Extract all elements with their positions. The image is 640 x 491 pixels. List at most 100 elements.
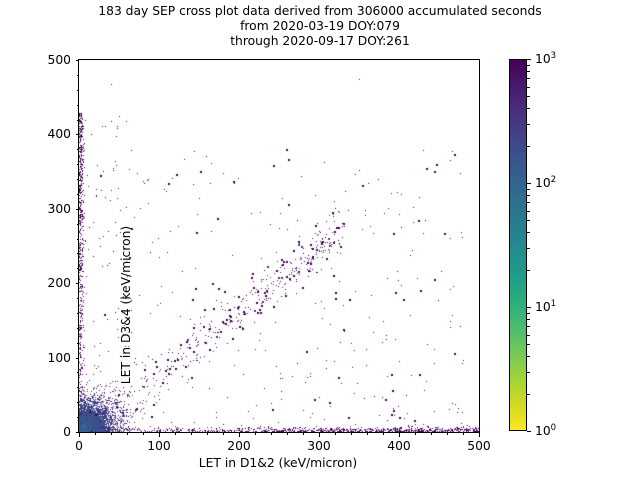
x-tick-0 — [79, 433, 80, 437]
y-minor-tick — [77, 164, 79, 166]
y-minor-tick — [77, 342, 79, 344]
colorbar-tick-label-1e0: 100 — [535, 422, 557, 438]
x-minor-tick — [463, 433, 464, 435]
colorbar-minor-tick — [527, 344, 530, 346]
y-tick-300 — [75, 208, 79, 210]
x-tick-label-0: 0 — [75, 439, 83, 453]
colorbar-minor-tick — [527, 96, 530, 98]
colorbar-tick-1e2 — [527, 183, 531, 184]
y-minor-tick — [77, 238, 79, 240]
colorbar-minor-tick — [527, 356, 530, 358]
y-minor-tick — [77, 149, 79, 151]
colorbar-minor-tick — [527, 371, 530, 373]
y-tick-500 — [75, 60, 79, 61]
colorbar: 100 101 102 103 — [509, 52, 556, 438]
x-tick-label-400: 400 — [387, 439, 411, 453]
colorbar-minor-tick — [527, 188, 530, 190]
x-minor-tick — [287, 433, 288, 435]
figure-title: 183 day SEP cross plot data derived from… — [0, 4, 640, 49]
colorbar-minor-tick — [527, 86, 530, 88]
colorbar-minor-tick — [527, 108, 530, 110]
y-minor-tick — [77, 312, 79, 314]
title-line-2: from 2020-03-19 DOY:079 — [240, 19, 400, 33]
x-minor-tick — [127, 433, 128, 435]
y-tick-label-300: 300 — [47, 201, 71, 216]
colorbar-minor-tick — [527, 123, 530, 125]
colorbar-minor-tick — [527, 393, 530, 395]
x-axis-label: LET in D1&2 (keV/micron) — [198, 456, 358, 470]
x-minor-tick — [207, 433, 208, 435]
x-minor-tick — [111, 433, 112, 435]
colorbar-tick-label-1e3: 103 — [535, 50, 557, 66]
colorbar-minor-tick — [527, 334, 530, 336]
y-minor-tick — [77, 119, 79, 121]
x-tick-label-200: 200 — [227, 439, 251, 453]
x-minor-tick — [447, 433, 448, 435]
y-tick-label-100: 100 — [47, 350, 71, 365]
x-minor-tick — [415, 433, 416, 435]
y-minor-tick — [77, 104, 79, 106]
y-minor-tick — [77, 253, 79, 255]
x-tick-label-500: 500 — [467, 439, 491, 453]
x-tick-400 — [399, 433, 400, 437]
colorbar-minor-tick — [527, 202, 530, 204]
y-minor-tick — [77, 402, 79, 404]
colorbar-minor-tick — [527, 312, 530, 314]
x-minor-tick — [383, 433, 384, 435]
colorbar-minor-tick — [527, 145, 530, 147]
x-minor-tick — [95, 433, 96, 435]
colorbar-tick-1e0 — [527, 431, 531, 432]
x-tick-label-100: 100 — [147, 439, 171, 453]
x-minor-tick — [175, 433, 176, 435]
colorbar-minor-tick — [527, 232, 530, 234]
x-minor-tick — [191, 433, 192, 435]
y-axis-label: LET in D3&4 (keV/micron) — [119, 225, 133, 385]
x-minor-tick — [335, 433, 336, 435]
plot-axes-frame: LET in D3&4 (keV/micron) 0 100 200 300 400 50… — [48, 53, 491, 453]
colorbar-tick-label-1e2: 102 — [535, 174, 557, 190]
y-minor-tick — [77, 179, 79, 181]
y-tick-100 — [75, 357, 79, 359]
x-minor-tick — [431, 433, 432, 435]
y-minor-tick — [77, 89, 79, 91]
colorbar-minor-tick — [527, 326, 530, 328]
y-minor-tick — [77, 417, 79, 419]
colorbar-minor-tick — [527, 220, 530, 222]
x-minor-tick — [143, 433, 144, 435]
x-tick-200 — [239, 433, 240, 437]
x-minor-tick — [351, 433, 352, 435]
colorbar-tick-1e1 — [527, 307, 531, 308]
colorbar-tick-1e3 — [527, 59, 531, 60]
colorbar-minor-tick — [527, 319, 530, 321]
colorbar-minor-tick — [527, 64, 530, 66]
y-minor-tick — [77, 298, 79, 300]
x-minor-tick — [255, 433, 256, 435]
x-minor-tick — [223, 433, 224, 435]
x-minor-tick — [367, 433, 368, 435]
colorbar-minor-tick — [527, 269, 530, 271]
scatter-density-canvas — [79, 60, 479, 432]
x-tick-300 — [319, 433, 320, 437]
colorbar-minor-tick — [527, 210, 530, 212]
x-tick-500 — [479, 433, 480, 437]
x-tick-100 — [159, 433, 160, 437]
x-minor-tick — [271, 433, 272, 435]
y-tick-0 — [75, 432, 79, 433]
x-tick-label-300: 300 — [307, 439, 331, 453]
y-minor-tick — [77, 193, 79, 195]
y-minor-tick — [77, 327, 79, 329]
y-tick-label-200: 200 — [47, 276, 71, 291]
colorbar-minor-tick — [527, 247, 530, 249]
title-line-1: 183 day SEP cross plot data derived from… — [98, 4, 542, 18]
figure-canvas: 183 day SEP cross plot data derived from… — [0, 4, 640, 470]
y-minor-tick — [77, 387, 79, 389]
y-minor-tick — [77, 223, 79, 225]
colorbar-minor-tick — [527, 78, 530, 80]
y-tick-200 — [75, 283, 79, 285]
y-tick-label-500: 500 — [47, 53, 71, 67]
colorbar-minor-tick — [527, 71, 530, 73]
colorbar-minor-tick — [527, 195, 530, 197]
colorbar-tick-label-1e1: 101 — [535, 298, 557, 314]
x-minor-tick — [303, 433, 304, 435]
y-minor-tick — [77, 268, 79, 270]
